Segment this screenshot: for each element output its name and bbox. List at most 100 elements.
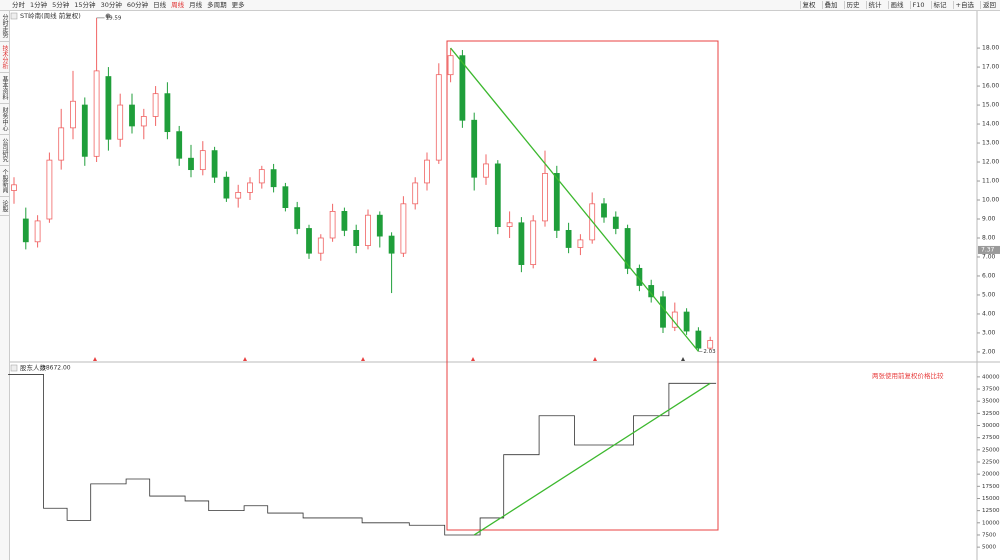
candle-body — [247, 182, 253, 193]
candle-body — [424, 159, 430, 184]
candle-body — [494, 163, 501, 227]
candle-body — [365, 214, 371, 246]
period-tab[interactable]: 周线 — [171, 1, 185, 9]
candle-body — [400, 203, 407, 254]
candle-body — [129, 104, 135, 127]
period-tab[interactable]: 月线 — [189, 1, 203, 9]
indicator-latest: 38672.00 — [42, 365, 71, 372]
settings-icon[interactable] — [105, 13, 111, 19]
sidebar-tab[interactable]: 分时走势 — [0, 11, 9, 42]
y-tick-label: 16.00 — [982, 83, 999, 90]
sidebar-tab[interactable]: 论股 — [0, 197, 9, 216]
y-tick-label: 11.00 — [982, 178, 999, 185]
candle-body — [376, 214, 383, 237]
candle-body — [518, 222, 525, 265]
event-marker — [471, 357, 475, 361]
candle-body — [683, 311, 690, 332]
event-marker — [593, 357, 597, 361]
tool-button[interactable]: 统计 — [865, 1, 884, 9]
candle-body — [22, 218, 29, 243]
candle-body — [105, 76, 112, 140]
candle-body — [542, 173, 548, 222]
candle-body — [601, 203, 607, 218]
y-tick-label: 17.00 — [982, 64, 999, 71]
period-tab[interactable]: 15分钟 — [74, 1, 96, 9]
y2-tick-label: 15000 — [982, 496, 1000, 502]
candle-body — [140, 116, 147, 127]
tool-button[interactable]: 历史 — [843, 1, 862, 9]
y-tick-label: 10.00 — [982, 197, 999, 204]
candle-body — [152, 93, 159, 117]
period-tab[interactable]: 更多 — [231, 1, 245, 9]
candle-body — [506, 222, 513, 227]
tool-buttons: 复权 叠加 历史 统计 画线 F10 标记 +自选 返回 — [796, 0, 998, 10]
tool-button[interactable]: F10 — [909, 1, 927, 9]
toolbar: 分时 1分钟 5分钟 15分钟 30分钟 60分钟 日线 周线 月线 多周期 更多 复权 叠加 历史 统计… — [0, 0, 1000, 11]
event-marker — [93, 357, 97, 361]
event-markers — [93, 357, 685, 361]
candle-body — [317, 237, 324, 254]
candle-body — [306, 228, 312, 254]
candle-body — [58, 127, 65, 161]
candle-body — [447, 55, 454, 76]
high-label: 19.59 — [106, 15, 122, 21]
period-tab[interactable]: 多周期 — [207, 1, 227, 9]
period-tab[interactable]: 5分钟 — [52, 1, 70, 9]
sidebar: 分时走势 技术分析 基本资料 财务中心 公司研究 个股新闻 论股 — [0, 11, 10, 560]
pane-icon[interactable] — [10, 12, 18, 20]
period-tab[interactable]: 1分钟 — [30, 1, 48, 9]
candle-body — [553, 173, 560, 231]
period-tab[interactable]: 分时 — [12, 1, 25, 9]
candle-body — [612, 216, 619, 229]
event-marker — [681, 357, 685, 361]
y2-tick-label: 5000 — [982, 545, 996, 551]
highlight-box — [446, 40, 719, 531]
tool-button[interactable]: 复权 — [799, 1, 818, 9]
sidebar-tab[interactable]: 基本资料 — [0, 73, 9, 104]
candle-body — [11, 184, 17, 191]
tool-button[interactable]: 叠加 — [821, 1, 840, 9]
candle-body — [117, 104, 124, 140]
candle-body — [577, 239, 584, 248]
candle-body — [223, 176, 230, 199]
tool-button[interactable]: 画线 — [887, 1, 906, 9]
candle-body — [199, 150, 206, 171]
candle-body — [70, 100, 76, 129]
candle-body — [188, 157, 194, 171]
sidebar-tab[interactable]: 个股新闻 — [0, 166, 9, 197]
low-label: 2.03 — [703, 349, 716, 355]
candle-body — [93, 70, 100, 157]
candle-body — [565, 229, 572, 248]
sidebar-tab[interactable]: 公司研究 — [0, 135, 9, 166]
y2-tick-label: 20000 — [982, 472, 1000, 478]
candle-body — [471, 119, 478, 178]
candle-body — [270, 169, 277, 188]
y-tick-label: 9.00 — [982, 215, 996, 222]
tool-button[interactable]: 返回 — [980, 1, 998, 9]
candle-body — [235, 192, 242, 199]
sidebar-tab[interactable]: 技术分析 — [0, 42, 9, 73]
y-tick-label: 4.00 — [982, 310, 996, 317]
pane-icon[interactable] — [10, 364, 18, 372]
candle-body — [341, 211, 348, 231]
event-marker — [243, 357, 247, 361]
period-tabs: 分时 1分钟 5分钟 15分钟 30分钟 60分钟 日线 周线 月线 多周期 更多 — [12, 0, 250, 10]
indicator-title: 股东人数 — [20, 363, 47, 372]
y-tick-label: 7.00 — [982, 253, 996, 260]
y2-tick-label: 37500 — [982, 387, 1000, 393]
period-tab[interactable]: 30分钟 — [100, 1, 122, 9]
indicator-trend-line — [473, 382, 711, 536]
period-tab[interactable]: 日线 — [153, 1, 167, 9]
candle-body — [258, 169, 265, 184]
sidebar-tab[interactable]: 财务中心 — [0, 104, 9, 135]
y-tick-label: 6.00 — [982, 272, 996, 279]
y-tick-label: 8.00 — [982, 234, 996, 241]
price-chart-title: ST岭南(周线 前复权) — [20, 11, 81, 20]
y2-tick-label: 10000 — [982, 520, 1000, 526]
y2-tick-label: 40000 — [982, 374, 1000, 380]
tool-button[interactable]: +自选 — [952, 1, 976, 9]
candle-body — [624, 228, 631, 269]
tool-button[interactable]: 标记 — [930, 1, 949, 9]
period-tab[interactable]: 60分钟 — [126, 1, 149, 9]
